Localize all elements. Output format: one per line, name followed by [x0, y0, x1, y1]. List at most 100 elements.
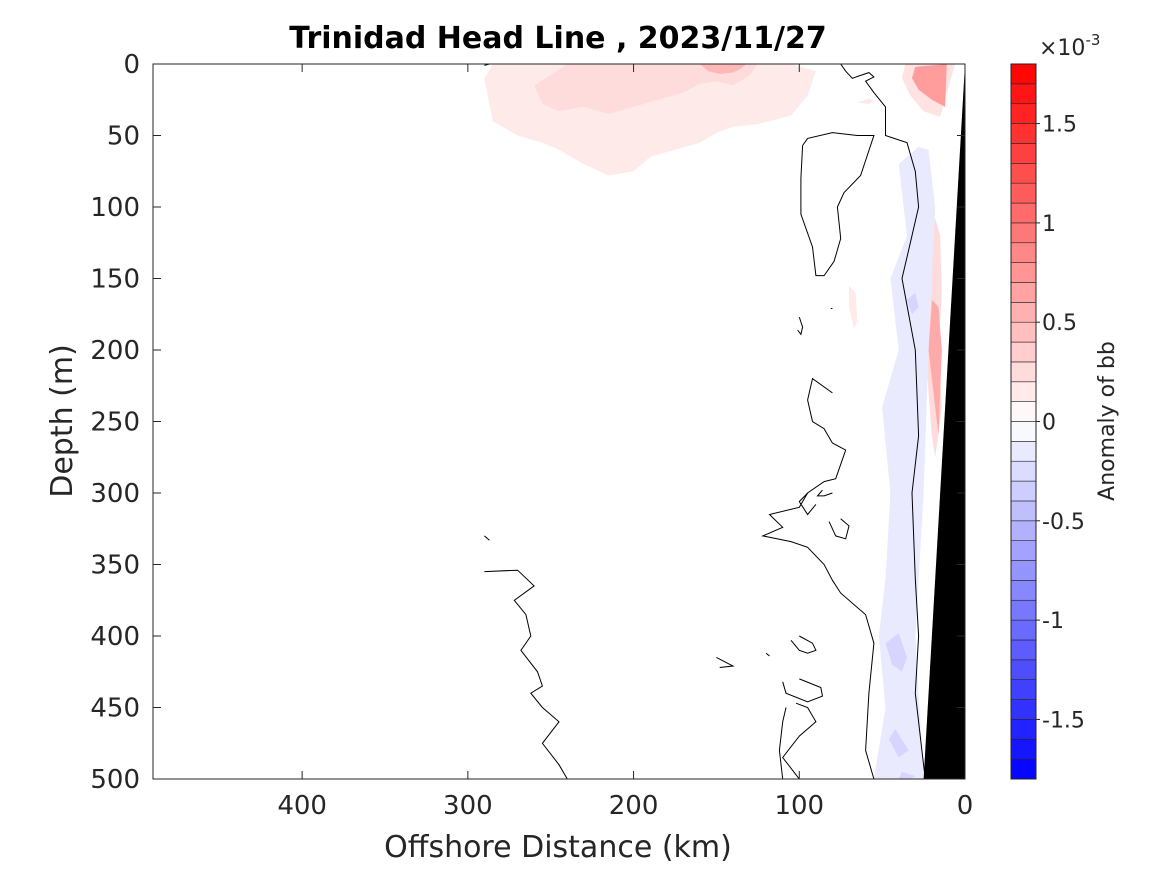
colorbar-band [1010, 699, 1037, 720]
colorbar-tick-label: -1.5 [1042, 708, 1085, 733]
negative-anomaly-patch [873, 146, 936, 779]
y-tick-label: 450 [90, 694, 140, 724]
colorbar-band [1010, 321, 1037, 343]
colorbar-band [1010, 480, 1037, 502]
x-tick-label: 300 [443, 791, 493, 821]
chart-title: Trinidad Head Line , 2023/11/27 [289, 21, 826, 56]
seafloor-bathymetry [923, 64, 965, 779]
colorbar-band [1010, 302, 1037, 323]
colorbar-band [1010, 758, 1037, 780]
colorbar-band [1010, 143, 1037, 164]
colorbar-band [1010, 580, 1037, 601]
colorbar-band [1010, 282, 1037, 303]
colorbar-exponent-base: ×10 [1039, 36, 1085, 61]
zero-contour-line [798, 492, 817, 516]
colorbar-ticks: 1.5 1 0.5 0 -0.5 -1 -1.5 [1036, 113, 1085, 733]
colorbar-tick-label: 1 [1042, 212, 1056, 237]
negative-anomaly-patch [898, 771, 916, 779]
bathymetry-layer [923, 64, 965, 779]
colorbar-band [1010, 163, 1037, 184]
zero-contour-line [797, 316, 804, 336]
x-axis-ticks: 400 300 200 100 0 [277, 64, 973, 821]
colorbar-exponent-power: -3 [1085, 31, 1100, 49]
colorbar-band [1010, 381, 1037, 402]
x-axis-label: Offshore Distance (km) [384, 830, 732, 865]
zero-contour-line [778, 702, 817, 779]
y-axis-ticks: 0 50 100 150 200 250 300 350 400 450 500 [90, 50, 965, 795]
y-axis-label: Depth (m) [45, 344, 80, 498]
colorbar-band [1010, 341, 1037, 363]
colorbar-band [1010, 659, 1037, 680]
zero-contour-line [828, 518, 850, 540]
y-tick-label: 200 [90, 336, 140, 366]
colorbar-band [1010, 222, 1037, 244]
colorbar: 1.5 1 0.5 0 -0.5 -1 -1.5 ×10-3 Anomaly of bb [1010, 31, 1120, 780]
zero-contour-line [790, 635, 817, 654]
colorbar-band [1010, 421, 1037, 442]
negative-anomaly-patch [907, 292, 919, 315]
colorbar-exponent: ×10-3 [1039, 31, 1100, 61]
colorbar-band [1010, 599, 1037, 621]
colorbar-band [1010, 500, 1037, 522]
zero-contour-line [800, 132, 875, 277]
positive-anomaly-patch [912, 64, 947, 107]
zero-contour-line [761, 377, 875, 779]
y-tick-label: 50 [107, 122, 140, 152]
zero-contour-line [484, 535, 490, 541]
y-tick-label: 100 [90, 193, 140, 223]
x-tick-label: 100 [774, 791, 824, 821]
plot-area: 400 300 200 100 0 0 50 100 150 200 250 300 350 400 45… [90, 50, 973, 821]
colorbar-band [1010, 262, 1037, 283]
zero-contour-line [816, 489, 833, 497]
colorbar-tick-label: -0.5 [1042, 510, 1085, 535]
colorbar-band [1010, 361, 1037, 383]
colorbar-band [1010, 540, 1037, 561]
colorbar-band [1010, 639, 1037, 661]
positive-anomaly-patch [849, 285, 858, 329]
colorbar-band [1010, 560, 1037, 581]
positive-anomaly-patch [534, 64, 758, 115]
colorbar-band [1010, 202, 1037, 224]
anomaly-fill-layer [484, 64, 956, 779]
colorbar-band [1010, 738, 1037, 760]
y-tick-label: 0 [123, 50, 140, 80]
colorbar-band [1010, 679, 1037, 700]
colorbar-band [1010, 401, 1037, 422]
y-tick-label: 150 [90, 265, 140, 295]
colorbar-band [1010, 83, 1037, 105]
colorbar-bands [1010, 63, 1037, 780]
colorbar-band [1010, 441, 1037, 462]
colorbar-tick-label: 0 [1042, 411, 1056, 436]
zero-contour-line [716, 656, 735, 668]
colorbar-band [1010, 719, 1037, 740]
colorbar-tick-label: -1 [1042, 609, 1064, 634]
zero-contour-line [765, 652, 770, 657]
x-tick-label: 400 [277, 791, 327, 821]
colorbar-band [1010, 103, 1037, 124]
colorbar-label: Anomaly of bb [1095, 341, 1120, 501]
y-tick-label: 250 [90, 408, 140, 438]
y-tick-label: 400 [90, 622, 140, 652]
colorbar-band [1010, 63, 1037, 85]
colorbar-band [1010, 520, 1037, 541]
negative-anomaly-patch [885, 633, 907, 672]
zero-contour-line [840, 64, 926, 779]
colorbar-band [1010, 460, 1037, 482]
y-tick-label: 500 [90, 765, 140, 795]
zero-contour-layer [484, 64, 926, 779]
colorbar-tick-label: 0.5 [1042, 311, 1077, 336]
x-tick-label: 0 [957, 791, 974, 821]
x-tick-label: 200 [609, 791, 659, 821]
colorbar-band [1010, 182, 1037, 204]
colorbar-band [1010, 123, 1037, 144]
positive-anomaly-patch [857, 98, 874, 104]
colorbar-band [1010, 242, 1037, 263]
colorbar-band [1010, 619, 1037, 641]
positive-anomaly-patch [928, 300, 942, 436]
zero-contour-line [782, 678, 824, 703]
negative-anomaly-patch [888, 729, 909, 758]
y-tick-label: 350 [90, 551, 140, 581]
colorbar-tick-label: 1.5 [1042, 113, 1077, 138]
y-tick-label: 300 [90, 479, 140, 509]
